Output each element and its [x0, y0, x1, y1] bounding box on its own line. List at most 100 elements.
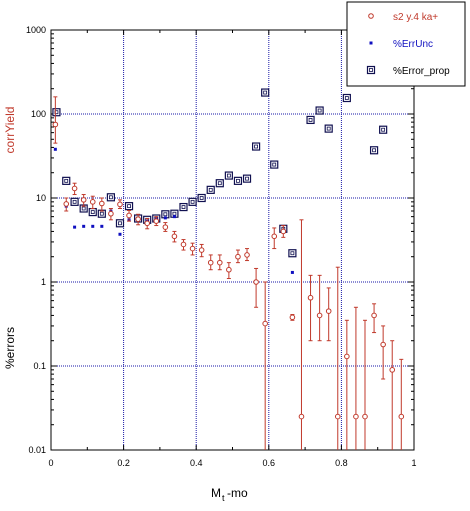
data-point-inner: [245, 176, 249, 181]
x-tick-label: 0.6: [263, 458, 276, 468]
data-point: [389, 367, 396, 373]
data-point-inner: [217, 181, 222, 186]
data-point: [99, 200, 105, 207]
data-point: [162, 224, 169, 230]
data-point-inner: [64, 178, 69, 183]
x-tick-label: 0.2: [117, 458, 130, 468]
x-axis-label: M t -mo: [211, 486, 248, 503]
data-point: [144, 220, 150, 227]
data-point-inner: [272, 162, 277, 167]
data-point-inner: [90, 210, 95, 214]
x-tick-label: 0: [48, 458, 53, 468]
data-point: [126, 212, 132, 219]
data-point-inner: [199, 196, 204, 200]
x-axis-label-suffix: -mo: [227, 486, 248, 500]
data-point-inner: [99, 211, 104, 216]
y-axis-label-top: corrYield: [3, 107, 17, 154]
data-point: [362, 413, 368, 420]
data-point: [73, 225, 77, 229]
data-point: [180, 241, 187, 248]
x-axis-label-main: M: [211, 486, 221, 500]
data-point: [307, 294, 314, 301]
data-point: [171, 233, 178, 240]
x-tick-label: 0.8: [335, 458, 348, 468]
data-point: [91, 224, 95, 228]
y-tick-label: 10: [36, 193, 46, 203]
data-point-inner: [372, 148, 376, 153]
legend-marker-2-inner: [369, 68, 373, 72]
data-point: [262, 320, 268, 327]
data-point-inner: [254, 144, 258, 149]
data-point: [271, 233, 278, 240]
data-point-inner: [72, 199, 77, 204]
y-tick-label: 0.1: [33, 361, 46, 371]
axis-ticks: 0 0.2 0.4 0.6 0.8 1 0.01 0.1 1 10 100 1000: [26, 25, 417, 468]
y-tick-label: 1: [41, 277, 46, 287]
data-point-inner: [172, 211, 177, 216]
data-point: [334, 413, 341, 420]
data-point: [398, 413, 405, 420]
data-point: [80, 197, 87, 203]
series-2: [52, 88, 388, 258]
data-point-inner: [127, 204, 131, 209]
data-point-inner: [263, 90, 268, 95]
data-point: [253, 279, 259, 285]
data-point: [289, 314, 296, 321]
legend-box: [346, 1, 466, 87]
data-point: [153, 218, 160, 224]
data-point: [53, 147, 57, 151]
data-point: [198, 247, 205, 253]
series-0: [52, 96, 405, 450]
data-point: [117, 201, 123, 208]
data-point: [163, 216, 167, 220]
y-axis-label-bottom: %errors: [3, 327, 17, 369]
data-point: [118, 232, 122, 236]
legend-marker-1: [369, 41, 373, 45]
data-point-inner: [226, 173, 231, 178]
data-point: [380, 341, 386, 348]
legend-marker-0: [368, 13, 374, 19]
data-point-inner: [381, 127, 386, 132]
data-point: [298, 413, 305, 420]
data-point: [316, 312, 323, 319]
data-point: [207, 259, 214, 266]
data-point: [108, 210, 114, 217]
data-point: [280, 228, 287, 235]
data-point-inner: [181, 205, 186, 209]
data-point: [135, 216, 141, 222]
data-point-inner: [290, 251, 295, 256]
data-point: [52, 121, 59, 128]
data-point: [371, 312, 377, 319]
legend-label-2: %Error_prop: [393, 66, 450, 77]
data-point: [235, 253, 241, 260]
legend-label-0: s2 y.4 ka+: [393, 12, 438, 23]
data-point: [100, 224, 104, 228]
data-point-inner: [208, 187, 213, 192]
legend: s2 y.4 ka+ %ErrUnc %Error_prop: [346, 1, 466, 87]
data-point-inner: [81, 206, 86, 211]
data-point: [89, 199, 96, 205]
data-point-inner: [118, 221, 122, 226]
data-point: [63, 201, 70, 207]
data-point: [290, 270, 294, 274]
data-point: [226, 266, 232, 273]
data-point: [344, 353, 350, 360]
y-tick-label: 100: [31, 109, 46, 119]
data-point: [82, 224, 86, 228]
y-tick-label: 0.01: [28, 445, 46, 455]
data-point: [216, 259, 223, 266]
data-point: [244, 252, 250, 258]
x-tick-label: 0.4: [190, 458, 203, 468]
data-point: [189, 245, 196, 252]
data-point-inner: [308, 118, 313, 122]
data-point: [71, 185, 78, 192]
y-tick-label: 1000: [26, 25, 46, 35]
data-point-inner: [326, 126, 331, 131]
data-point-inner: [190, 199, 195, 204]
data-point-inner: [236, 178, 240, 183]
data-point: [172, 215, 176, 219]
x-axis-label-subscript: t: [222, 493, 225, 503]
data-series: [52, 88, 405, 450]
data-point: [325, 308, 332, 314]
